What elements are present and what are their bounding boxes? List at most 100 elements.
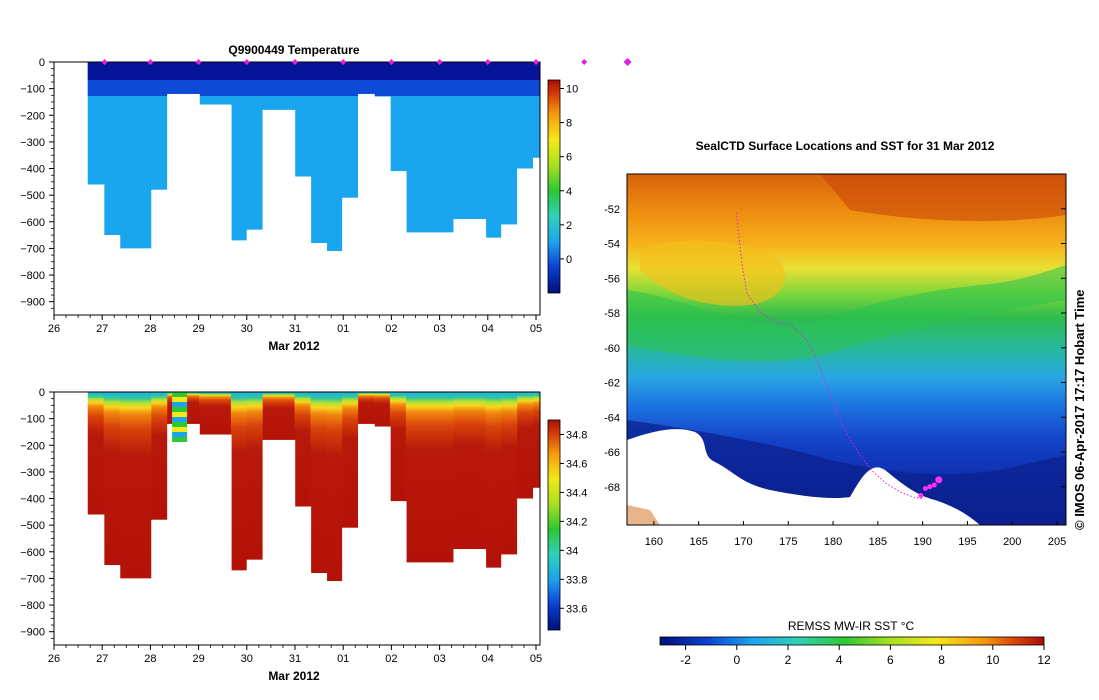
sst-map-y-tick-label: -58 (604, 308, 620, 320)
salinity-no-data (469, 549, 487, 645)
temperature-x-axis: 26 27 28 29 30 31 01 02 03 04 05 (48, 315, 542, 335)
salinity-colorbar-label: 33.8 (566, 574, 587, 586)
temperature-profile-column (692, 62, 709, 97)
temperature-profile-column (326, 62, 343, 252)
surface-marker (436, 59, 443, 65)
salinity-y-tick-label: −200 (20, 440, 45, 452)
temperature-no-data (517, 168, 534, 315)
temperature-x-tick-label: 26 (48, 323, 60, 335)
salinity-noisy-band (172, 427, 188, 432)
salinity-profile-column (485, 392, 502, 568)
salinity-profile-column (389, 392, 407, 502)
temperature-colorbar-ticks: 10 8 6 4 2 0 (560, 84, 578, 266)
sst-map-x-tick-label: 190 (913, 536, 931, 548)
surface-marker (623, 58, 632, 66)
seal-position-marker (918, 492, 924, 498)
temperature-profile-column (772, 62, 789, 174)
temperature-x-tick-label: 30 (241, 323, 253, 335)
temperature-profile-column (437, 62, 455, 233)
salinity-no-data (915, 576, 932, 645)
salinity-y-tick-label: −800 (20, 600, 45, 612)
temperature-no-data (533, 157, 540, 315)
sst-colorbar-tick-label: 10 (986, 653, 1000, 667)
temperature-no-data (135, 248, 153, 315)
seal-track-line (735, 212, 925, 500)
sst-map-panel: SealCTD Surface Locations and SST for 31… (604, 139, 1087, 667)
sst-map-y-tick-label: -56 (604, 273, 620, 285)
temperature-colorbar-ramp (547, 79, 561, 294)
temperature-profile-column (501, 62, 518, 225)
temperature-profile-column (804, 62, 821, 126)
sst-map-frame (626, 173, 1067, 526)
temperature-no-data (151, 189, 168, 315)
salinity-y-tick-label: 0 (39, 387, 45, 399)
temperature-profile-column (135, 62, 152, 249)
salinity-x-tick-label: 29 (192, 653, 204, 665)
sst-colorbar: REMSS MW-IR SST °C -2 0 2 4 6 8 10 12 (659, 619, 1051, 667)
salinity-profile-column (199, 392, 216, 435)
sst-colorbar-tick-label: 0 (733, 653, 740, 667)
salinity-no-data (278, 439, 296, 645)
salinity-noisy-band (172, 407, 188, 412)
temperature-profile-column (819, 62, 836, 190)
sst-map-x-axis: 160 165 170 175 180 185 190 195 200 205 (645, 521, 1066, 548)
sst-map-x-tick-label: 180 (824, 536, 842, 548)
temperature-y-tick-label: −700 (20, 243, 45, 255)
temperature-no-data (405, 232, 423, 315)
salinity-no-data (294, 506, 312, 645)
salinity-noisy-band (172, 417, 188, 422)
sst-map-y-tick-label: -60 (604, 343, 620, 355)
sst-map-x-tick-label: 160 (645, 536, 663, 548)
temperature-colorbar-label: 2 (566, 220, 572, 232)
temperature-no-data (278, 109, 296, 315)
temperature-colorbar-label: 10 (566, 84, 578, 96)
sst-colorbar-tick-label: 6 (887, 653, 894, 667)
salinity-noisy-band (172, 437, 188, 442)
land-tan (627, 505, 660, 525)
salinity-colorbar-label: 34.2 (566, 516, 587, 528)
salinity-no-data (310, 573, 328, 645)
seal-position-marker (935, 476, 943, 484)
salinity-profile-column (294, 392, 312, 507)
salinity-y-tick-label: −500 (20, 520, 45, 532)
salinity-colorbar-ramp (547, 419, 561, 631)
temperature-no-data (246, 229, 264, 315)
sst-colorbar-tick-label: 2 (785, 653, 792, 667)
salinity-x-tick-label: 31 (289, 653, 301, 665)
sst-colorbar-tick-label: 8 (938, 653, 945, 667)
antarctic-land (627, 429, 980, 525)
salinity-field (87, 392, 932, 645)
temperature-xlabel: Mar 2012 (268, 339, 320, 353)
salinity-profile-column (405, 392, 423, 563)
temperature-profile-column (453, 62, 471, 220)
salinity-profile-column (230, 392, 248, 571)
salinity-no-data (517, 498, 534, 645)
salinity-y-tick-label: −900 (20, 627, 45, 639)
sst-field (627, 174, 1066, 525)
sst-map-y-tick-label: -62 (604, 378, 620, 390)
seal-position-marker (922, 486, 928, 492)
surface-marker (388, 59, 395, 65)
salinity-y-tick-label: −400 (20, 494, 45, 506)
salinity-profile-column (326, 392, 343, 582)
salinity-profile-column (501, 392, 518, 555)
temperature-colorbar: 10 8 6 4 2 0 (547, 79, 578, 294)
surface-marker (340, 59, 347, 65)
temperature-y-tick-label: −900 (20, 297, 45, 309)
temperature-no-data (501, 224, 518, 315)
salinity-profile-column (374, 392, 391, 427)
salinity-no-data (198, 434, 216, 645)
surface-marker (533, 59, 539, 65)
salinity-no-data (151, 519, 168, 645)
temperature-no-data (373, 96, 391, 315)
temperature-y-axis: 0 −100 −200 −300 −400 −500 −600 −700 −800 −900 (20, 57, 54, 309)
salinity-no-data (103, 565, 121, 645)
temperature-no-data (214, 104, 232, 315)
salinity-profile-column (103, 392, 121, 566)
temperature-profile-column (405, 62, 423, 233)
salinity-profile-column (214, 392, 232, 435)
salinity-noisy-band (172, 412, 188, 417)
imos-credit: © IMOS 06-Apr-2017 17:17 Hobart Time (1072, 289, 1087, 530)
temperature-colorbar-label: 6 (566, 152, 572, 164)
